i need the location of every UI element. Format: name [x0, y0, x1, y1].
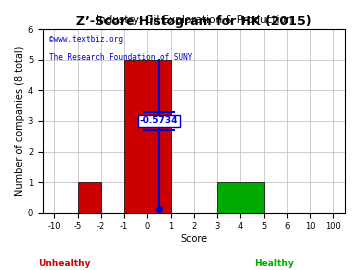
Text: Industry: Oil Exploration & Production: Industry: Oil Exploration & Production [96, 15, 292, 25]
Text: The Research Foundation of SUNY: The Research Foundation of SUNY [49, 53, 192, 62]
Text: Unhealthy: Unhealthy [39, 259, 91, 268]
Title: Z’-Score Histogram for HK (2015): Z’-Score Histogram for HK (2015) [76, 15, 312, 28]
Y-axis label: Number of companies (8 total): Number of companies (8 total) [15, 46, 25, 196]
Text: ©www.textbiz.org: ©www.textbiz.org [49, 35, 123, 44]
Text: Healthy: Healthy [254, 259, 293, 268]
X-axis label: Score: Score [180, 234, 207, 244]
Bar [217, 182, 264, 213]
Bar [78, 182, 101, 213]
Text: -0.5734: -0.5734 [140, 116, 178, 126]
Bar [124, 60, 171, 213]
